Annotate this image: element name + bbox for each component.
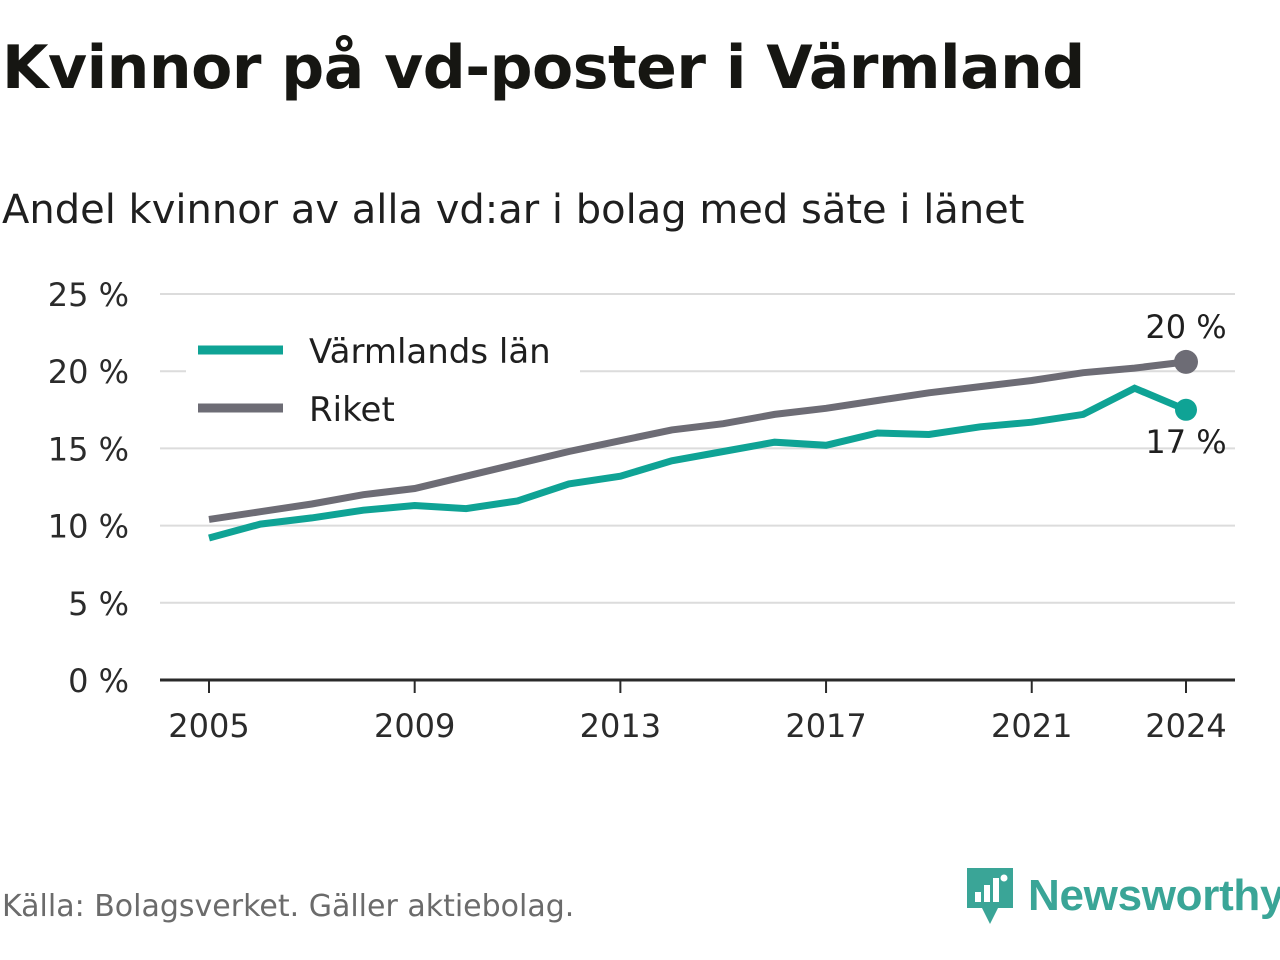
- chart-subtitle: Andel kvinnor av alla vd:ar i bolag med …: [2, 187, 1025, 233]
- source-note: Källa: Bolagsverket. Gäller aktiebolag.: [2, 889, 575, 924]
- y-axis-tick-labels: 0 % 5 % 10 % 15 % 20 % 25 %: [48, 276, 129, 700]
- legend-label-varmland: Värmlands län: [309, 332, 551, 372]
- y-tick-label: 25 %: [48, 276, 129, 314]
- y-tick-label: 20 %: [48, 353, 129, 391]
- x-tick-label: 2005: [168, 707, 249, 745]
- x-tick-label: 2024: [1145, 707, 1226, 745]
- chart-title: Kvinnor på vd-poster i Värmland: [2, 33, 1085, 103]
- series-lines: [208, 358, 1188, 542]
- end-labels: 17 % 20 %: [1145, 308, 1226, 461]
- x-tick-label: 2021: [991, 707, 1072, 745]
- x-tick-label: 2009: [374, 707, 455, 745]
- y-tick-label: 10 %: [48, 508, 129, 546]
- end-marker-varmland: [1175, 398, 1197, 421]
- legend: Värmlands län Riket: [186, 326, 580, 444]
- end-label-varmland: 17 %: [1145, 423, 1226, 461]
- y-tick-label: 5 %: [68, 585, 129, 623]
- series-line-varmland: [208, 384, 1188, 542]
- brand-name: Newsworthy: [1028, 871, 1280, 920]
- line-chart: 0 %5 %10 %15 %20 %25 % 2005 2009 2013 2017 2…: [48, 276, 1235, 745]
- x-axis: 2005 2009 2013 2017 2021 2024: [160, 678, 1235, 745]
- series-line-riket: [208, 358, 1187, 523]
- y-tick-label: 15 %: [48, 430, 129, 468]
- brand-logo[interactable]: Newsworthy: [964, 866, 1280, 926]
- newsworthy-logo-icon: [967, 868, 1013, 924]
- end-marker-riket: [1174, 349, 1198, 374]
- y-tick-label: 0 %: [68, 662, 129, 700]
- end-label-riket: 20 %: [1145, 308, 1226, 346]
- legend-label-riket: Riket: [309, 390, 395, 430]
- x-tick-label: 2013: [580, 707, 661, 745]
- x-tick-label: 2017: [785, 707, 866, 745]
